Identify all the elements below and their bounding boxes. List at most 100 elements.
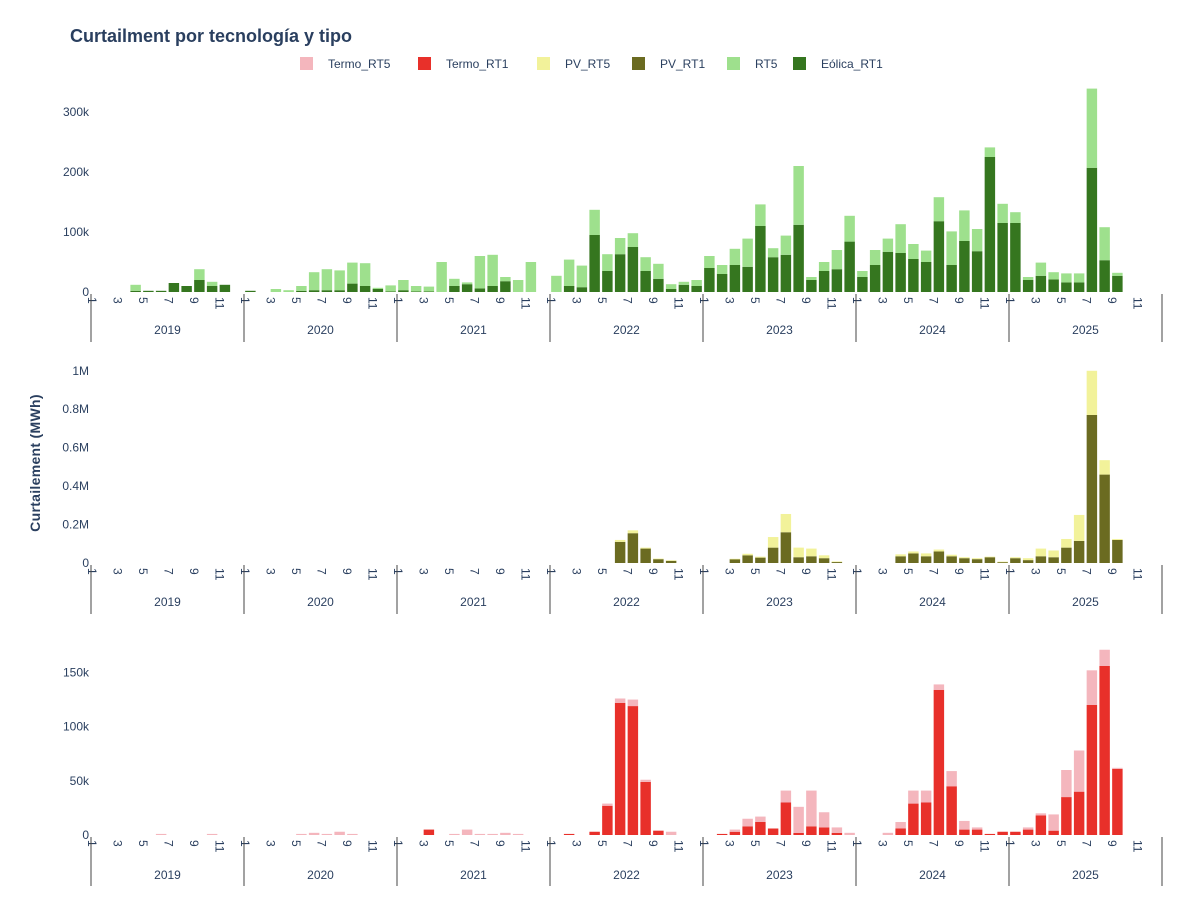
bar-termo-rt5[interactable] xyxy=(449,833,460,835)
legend-item-pv-rt5[interactable]: PV_RT5 xyxy=(537,57,610,71)
bar-eolica-rt1[interactable] xyxy=(296,290,307,292)
bar-eolica-rt1[interactable] xyxy=(1099,260,1110,292)
bar-termo-rt5[interactable] xyxy=(818,812,830,828)
bar-pv-rt1[interactable] xyxy=(1086,414,1098,563)
bar-termo-rt1[interactable] xyxy=(1099,666,1110,835)
bar-eolica-rt1[interactable] xyxy=(857,277,868,292)
bar-termo-rt5[interactable] xyxy=(1035,813,1047,816)
bar-termo-rt1[interactable] xyxy=(959,829,970,835)
bar-pv-rt1[interactable] xyxy=(971,559,983,563)
bar-pv-rt1[interactable] xyxy=(1022,560,1034,563)
legend-item-eolica-rt1[interactable]: Eólica_RT1 xyxy=(793,57,883,71)
bar-rt5[interactable] xyxy=(525,262,537,292)
bar-termo-rt5[interactable] xyxy=(347,833,358,835)
bar-termo-rt5[interactable] xyxy=(755,816,766,822)
bar-rt5[interactable] xyxy=(436,262,447,292)
bar-termo-rt1[interactable] xyxy=(640,781,651,835)
bar-termo-rt1[interactable] xyxy=(614,702,626,835)
bar-termo-rt5[interactable] xyxy=(640,779,651,782)
bar-eolica-rt1[interactable] xyxy=(831,269,843,292)
bar-termo-rt5[interactable] xyxy=(920,790,932,803)
bar-pv-rt1[interactable] xyxy=(729,559,741,563)
bar-eolica-rt1[interactable] xyxy=(168,283,180,292)
bar-rt5[interactable] xyxy=(908,244,919,259)
bar-pv-rt1[interactable] xyxy=(1048,557,1059,563)
bar-eolica-rt1[interactable] xyxy=(410,291,422,292)
bar-termo-rt5[interactable] xyxy=(474,833,486,835)
bar-rt5[interactable] xyxy=(780,235,792,255)
bar-eolica-rt1[interactable] xyxy=(1022,280,1034,292)
bar-rt5[interactable] xyxy=(398,280,409,291)
bar-termo-rt5[interactable] xyxy=(1022,827,1034,830)
bar-termo-rt5[interactable] xyxy=(334,831,345,835)
bar-termo-rt5[interactable] xyxy=(882,832,894,835)
bar-eolica-rt1[interactable] xyxy=(474,288,486,292)
bar-pv-rt5[interactable] xyxy=(920,553,932,557)
bar-rt5[interactable] xyxy=(461,282,473,285)
bar-termo-rt5[interactable] xyxy=(1086,670,1098,705)
bar-rt5[interactable] xyxy=(742,238,753,267)
bar-pv-rt1[interactable] xyxy=(1099,474,1110,563)
bar-pv-rt5[interactable] xyxy=(806,548,817,557)
bar-eolica-rt1[interactable] xyxy=(704,268,715,292)
bar-pv-rt1[interactable] xyxy=(908,553,919,563)
bar-pv-rt5[interactable] xyxy=(1086,370,1098,415)
bar-rt5[interactable] xyxy=(678,281,690,285)
bar-pv-rt5[interactable] xyxy=(665,560,677,561)
bar-termo-rt1[interactable] xyxy=(908,803,919,835)
bar-termo-rt5[interactable] xyxy=(500,832,511,835)
bar-eolica-rt1[interactable] xyxy=(206,286,218,292)
bar-pv-rt1[interactable] xyxy=(653,559,664,563)
bar-pv-rt1[interactable] xyxy=(793,557,804,563)
bar-pv-rt5[interactable] xyxy=(729,558,741,560)
bar-rt5[interactable] xyxy=(1048,272,1059,280)
bar-rt5[interactable] xyxy=(474,256,486,289)
bar-termo-rt1[interactable] xyxy=(423,829,435,835)
bar-termo-rt5[interactable] xyxy=(614,698,626,703)
bar-termo-rt5[interactable] xyxy=(1061,770,1072,798)
bar-termo-rt5[interactable] xyxy=(321,833,333,835)
bar-termo-rt5[interactable] xyxy=(806,790,817,827)
bar-pv-rt5[interactable] xyxy=(1022,558,1034,561)
bar-eolica-rt1[interactable] xyxy=(398,290,409,292)
bar-rt5[interactable] xyxy=(844,215,855,242)
bar-pv-rt1[interactable] xyxy=(1112,539,1123,563)
bar-eolica-rt1[interactable] xyxy=(614,254,626,292)
bar-eolica-rt1[interactable] xyxy=(219,284,231,292)
bar-eolica-rt1[interactable] xyxy=(1010,223,1021,292)
bar-pv-rt5[interactable] xyxy=(984,556,996,558)
bar-pv-rt5[interactable] xyxy=(1035,548,1047,557)
bar-termo-rt1[interactable] xyxy=(946,786,957,835)
bar-pv-rt1[interactable] xyxy=(997,562,1008,563)
bar-pv-rt1[interactable] xyxy=(755,557,766,563)
bar-pv-rt5[interactable] xyxy=(767,537,779,548)
bar-eolica-rt1[interactable] xyxy=(742,266,753,292)
bar-termo-rt5[interactable] xyxy=(461,829,473,835)
bar-rt5[interactable] xyxy=(551,275,562,292)
bar-eolica-rt1[interactable] xyxy=(767,257,779,292)
bar-eolica-rt1[interactable] xyxy=(780,254,792,292)
bar-eolica-rt1[interactable] xyxy=(563,286,575,292)
bar-termo-rt1[interactable] xyxy=(1010,831,1021,835)
bar-eolica-rt1[interactable] xyxy=(665,289,677,292)
legend-item-termo-rt1[interactable]: Termo_RT1 xyxy=(418,57,509,71)
bar-pv-rt5[interactable] xyxy=(933,549,945,552)
bar-pv-rt5[interactable] xyxy=(627,530,639,534)
bar-eolica-rt1[interactable] xyxy=(806,280,817,292)
bar-termo-rt1[interactable] xyxy=(627,706,639,835)
bar-rt5[interactable] xyxy=(627,233,639,247)
bar-termo-rt1[interactable] xyxy=(1086,705,1098,835)
bar-eolica-rt1[interactable] xyxy=(130,290,141,292)
bar-rt5[interactable] xyxy=(818,262,830,271)
bar-termo-rt5[interactable] xyxy=(933,684,945,690)
bar-pv-rt1[interactable] xyxy=(1010,558,1021,563)
bar-termo-rt5[interactable] xyxy=(602,803,613,806)
bar-pv-rt5[interactable] xyxy=(997,561,1008,563)
bar-eolica-rt1[interactable] xyxy=(155,290,167,292)
legend-item-termo-rt5[interactable]: Termo_RT5 xyxy=(300,57,391,71)
bar-eolica-rt1[interactable] xyxy=(359,286,371,292)
bar-eolica-rt1[interactable] xyxy=(984,157,996,292)
bar-eolica-rt1[interactable] xyxy=(1061,282,1072,292)
bar-pv-rt1[interactable] xyxy=(1073,540,1085,563)
bar-eolica-rt1[interactable] xyxy=(959,241,970,292)
